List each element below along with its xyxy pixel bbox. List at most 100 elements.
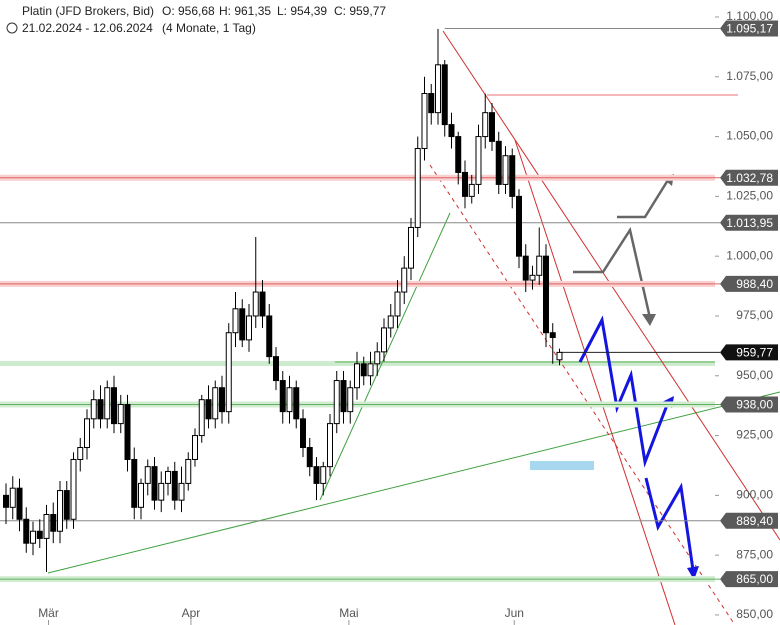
candle-body: [428, 93, 435, 114]
title: Platin (JFD Brokers, Bid): [22, 4, 154, 18]
candle-body: [482, 112, 489, 138]
candle-body: [333, 380, 340, 425]
candle-body: [515, 195, 522, 257]
candle-body: [441, 64, 448, 126]
candle-body: [104, 387, 111, 420]
arrow-head: [687, 566, 699, 580]
candle-body: [232, 308, 239, 334]
period: (4 Monate, 1 Tag): [162, 21, 256, 35]
candle-body: [84, 418, 91, 449]
candle-body: [252, 291, 259, 317]
candle-body: [111, 387, 118, 425]
candle-body: [387, 315, 394, 329]
candle-body: [475, 136, 482, 185]
trend-line: [47, 391, 780, 574]
level-box: [720, 169, 778, 186]
scenario-arrow: [578, 315, 671, 468]
candle-body: [218, 387, 225, 413]
candle-body: [16, 487, 23, 520]
candle-body: [138, 482, 145, 508]
y-tick-label: 975,00: [736, 308, 773, 322]
level-label: 1.013,95: [726, 216, 773, 230]
level-label: 988,40: [736, 277, 773, 291]
candle-body: [509, 155, 516, 197]
candle-body: [347, 387, 354, 413]
candle-body: [50, 513, 57, 532]
candle-body: [299, 418, 306, 449]
candle-body: [192, 435, 198, 460]
candle-body: [90, 399, 97, 420]
y-tick-label: 1.025,00: [726, 189, 773, 203]
scenario-arrow: [644, 477, 695, 571]
candle-body: [205, 399, 212, 420]
candle-body: [178, 482, 185, 501]
candle-body: [293, 387, 300, 420]
candle-body: [495, 140, 502, 185]
level-box: [720, 396, 778, 413]
level-label: 865,00: [736, 572, 773, 586]
candle-body: [320, 466, 327, 484]
level-label: 938,00: [736, 398, 773, 412]
candle-body: [165, 470, 172, 484]
candle-body: [380, 327, 387, 353]
candle-body: [36, 530, 43, 539]
level-box: [720, 20, 778, 37]
candle-body: [488, 112, 495, 142]
y-tick-label: 925,00: [736, 428, 773, 442]
candle-body: [30, 530, 37, 544]
candle-body: [394, 291, 401, 317]
candle-body: [266, 315, 273, 358]
candle-body: [245, 315, 252, 341]
candle-body: [63, 490, 70, 520]
level-box: [720, 344, 778, 361]
ohlc: O: 956,68: [162, 4, 215, 18]
y-tick-label: 1.075,00: [726, 69, 773, 83]
candle-body: [259, 291, 266, 317]
x-tick-label: Jun: [505, 606, 524, 620]
candle-body: [556, 351, 563, 361]
y-tick-label: 850,00: [736, 607, 773, 621]
candle-body: [326, 423, 333, 468]
candle-body: [549, 332, 556, 338]
candle-body: [407, 226, 414, 269]
marker: [530, 461, 594, 470]
candle-body: [3, 494, 10, 508]
candle-body: [144, 466, 151, 484]
candle-body: [57, 490, 64, 532]
trend-line: [319, 212, 451, 501]
candle-body: [23, 518, 30, 544]
candle-body: [353, 363, 360, 389]
candle-body: [212, 387, 219, 420]
candle-body: [374, 351, 381, 365]
candle-body: [448, 124, 455, 138]
candle-body: [131, 458, 138, 508]
candle-body: [239, 308, 246, 341]
x-tick-label: Mai: [339, 606, 358, 620]
candle-body: [340, 380, 347, 413]
candle-body: [367, 363, 374, 377]
candle-body: [158, 482, 165, 501]
candle-body: [124, 403, 131, 460]
level-box: [720, 275, 778, 292]
y-tick-label: 875,00: [736, 547, 773, 561]
candle-body: [434, 64, 441, 114]
candle-body: [286, 387, 293, 413]
y-tick-label: 1.100,00: [726, 9, 773, 23]
x-tick-label: Apr: [182, 606, 201, 620]
candle-body: [401, 267, 408, 293]
y-tick-label: 1.050,00: [726, 129, 773, 143]
trend-line: [429, 164, 736, 625]
ohlc: L: 954,39: [277, 4, 327, 18]
plot: [0, 16, 720, 625]
candle-body: [272, 356, 279, 382]
level-label: 889,40: [736, 514, 773, 528]
candle-body: [360, 363, 367, 377]
candle-body: [522, 255, 529, 281]
ohlc: C: 959,77: [334, 4, 386, 18]
candle-body: [185, 458, 192, 484]
candle-body: [542, 255, 549, 334]
y-tick-label: 950,00: [736, 368, 773, 382]
level-box: [720, 214, 778, 231]
scenario-arrow: [573, 226, 652, 319]
